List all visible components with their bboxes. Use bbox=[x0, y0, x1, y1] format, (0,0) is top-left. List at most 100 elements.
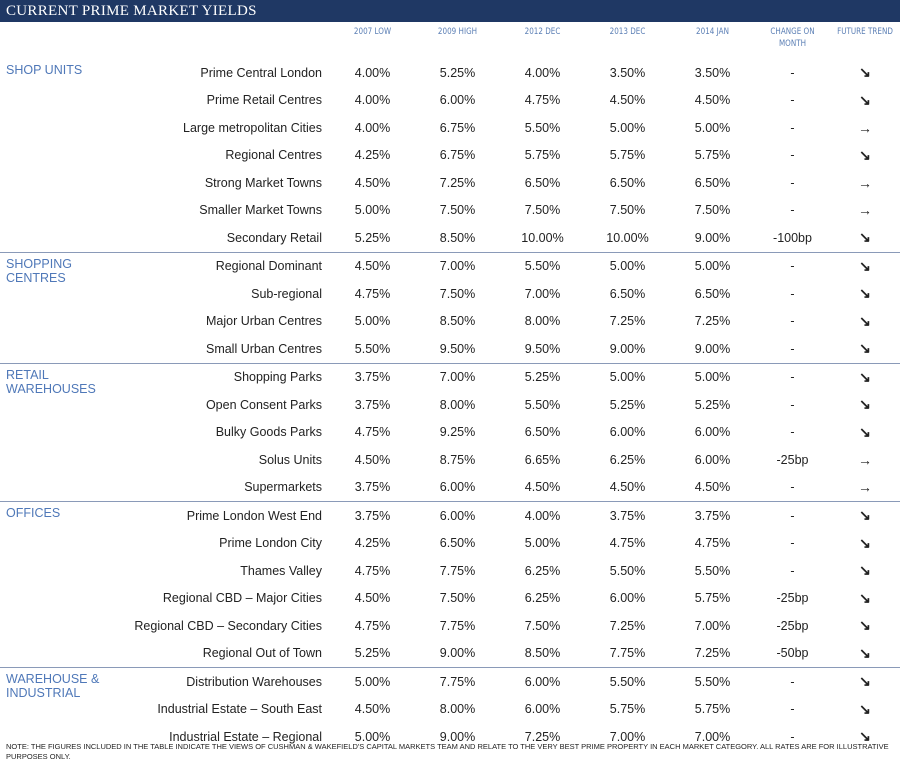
yield: 5.25% bbox=[354, 646, 391, 661]
trend: ↘ bbox=[859, 312, 871, 329]
change: -25bp bbox=[776, 452, 809, 467]
yield: 8.00% bbox=[439, 702, 476, 717]
trend: → bbox=[858, 202, 872, 219]
yield: 5.25% bbox=[694, 397, 731, 412]
yield: 5.50% bbox=[670, 667, 755, 696]
yield: 6.00% bbox=[439, 93, 476, 108]
trend: ↘ bbox=[859, 285, 871, 302]
yield: 4.50% bbox=[330, 251, 415, 280]
yield: 3.75% bbox=[354, 480, 391, 495]
table-row: Supermarkets 3.75% 6.00% 4.50% 4.50% 4.50% - → bbox=[0, 474, 900, 502]
yield: 6.75% bbox=[439, 148, 476, 163]
change: - bbox=[790, 286, 795, 301]
trend: ↘ bbox=[859, 534, 871, 551]
table-row: Thames Valley 4.75% 7.75% 6.25% 5.50% 5.50% - ↘ bbox=[0, 557, 900, 585]
row-label: Distribution Warehouses bbox=[130, 667, 330, 696]
yield: 7.50% bbox=[694, 203, 731, 218]
column-header: 2007 LOW bbox=[353, 27, 392, 37]
yield: 4.50% bbox=[694, 93, 731, 108]
yield: 3.50% bbox=[694, 65, 731, 80]
change: -50bp bbox=[776, 646, 809, 661]
change: - bbox=[790, 314, 795, 329]
yield: 3.75% bbox=[330, 501, 415, 530]
row-label: Sub-regional bbox=[251, 286, 322, 301]
yield: 7.75% bbox=[439, 563, 476, 578]
yield: 6.00% bbox=[500, 667, 585, 696]
change: -25bp bbox=[776, 618, 809, 633]
yield: 9.00% bbox=[439, 729, 476, 744]
yield: 7.50% bbox=[524, 203, 561, 218]
trend: ↘ bbox=[830, 251, 900, 280]
yield: 5.75% bbox=[694, 702, 731, 717]
blank-header bbox=[150, 22, 310, 59]
table-row: Secondary Retail 5.25% 8.50% 10.00% 10.00% 9.… bbox=[0, 224, 900, 252]
yield: 5.50% bbox=[609, 563, 646, 578]
yield: 4.50% bbox=[694, 480, 731, 495]
row-label: Regional Out of Town bbox=[202, 646, 322, 661]
trend: → bbox=[858, 174, 872, 191]
trend: ↘ bbox=[830, 667, 900, 696]
table-row: Small Urban Centres 5.50% 9.50% 9.50% 9.00% 9… bbox=[0, 335, 900, 363]
trend: ↘ bbox=[859, 340, 871, 357]
trend: ↘ bbox=[830, 501, 900, 530]
yield: 9.00% bbox=[609, 341, 646, 356]
trend: ↘ bbox=[830, 362, 900, 391]
row-label: Open Consent Parks bbox=[205, 397, 322, 412]
yield: 6.50% bbox=[439, 536, 476, 551]
yield: 4.75% bbox=[354, 563, 391, 578]
yield: 7.00% bbox=[609, 729, 646, 744]
table-row: Regional CBD – Secondary Cities 4.75% 7.75… bbox=[0, 612, 900, 640]
column-header: 2009 HIGH bbox=[437, 27, 478, 37]
change: - bbox=[755, 501, 830, 530]
yield: 8.50% bbox=[524, 646, 561, 661]
table-row: Major Urban Centres 5.00% 8.50% 8.00% 7.25% 7… bbox=[0, 308, 900, 336]
yield: 3.75% bbox=[330, 362, 415, 391]
trend: ↘ bbox=[859, 64, 871, 81]
trend: ↘ bbox=[859, 146, 871, 163]
section-label: SHOP UNITS bbox=[6, 63, 83, 77]
trend: ↘ bbox=[859, 617, 871, 634]
yield: 7.00% bbox=[694, 729, 731, 744]
trend: → bbox=[858, 479, 872, 496]
yield: 6.00% bbox=[524, 702, 561, 717]
yield: 4.50% bbox=[609, 93, 646, 108]
yield: 5.25% bbox=[439, 65, 476, 80]
table-row: Solus Units 4.50% 8.75% 6.65% 6.25% 6.00% -25b… bbox=[0, 446, 900, 474]
change: -100bp bbox=[773, 230, 812, 245]
trend: ↘ bbox=[859, 644, 871, 661]
yield: 7.00% bbox=[415, 251, 500, 280]
yield: 5.00% bbox=[694, 120, 731, 135]
change: - bbox=[790, 536, 795, 551]
yield: 5.00% bbox=[354, 314, 391, 329]
table-row: SHOP UNITS Prime Central London 4.00% 5.25%… bbox=[0, 59, 900, 87]
yield: 6.00% bbox=[694, 425, 731, 440]
yield: 5.50% bbox=[524, 397, 561, 412]
section-label: OFFICES bbox=[0, 501, 130, 668]
yield: 7.50% bbox=[439, 286, 476, 301]
yield: 5.00% bbox=[585, 362, 670, 391]
yield: 7.50% bbox=[439, 591, 476, 606]
yield: 7.25% bbox=[439, 175, 476, 190]
yield: 8.50% bbox=[439, 230, 476, 245]
yield: 6.50% bbox=[694, 286, 731, 301]
change: - bbox=[755, 362, 830, 391]
yield: 7.25% bbox=[609, 618, 646, 633]
yield: 4.50% bbox=[354, 702, 391, 717]
yield: 6.00% bbox=[415, 501, 500, 530]
table-row: Regional CBD – Major Cities 4.50% 7.50% 6.2… bbox=[0, 585, 900, 613]
row-label: Supermarkets bbox=[244, 480, 322, 495]
row-label: Regional CBD – Major Cities bbox=[162, 591, 322, 606]
yield: 6.25% bbox=[524, 591, 561, 606]
trend: ↘ bbox=[859, 589, 871, 606]
column-header: 2012 DEC bbox=[524, 27, 561, 37]
table-row: Large metropolitan Cities 4.00% 6.75% 5.50%… bbox=[0, 114, 900, 142]
yield: 9.00% bbox=[694, 341, 731, 356]
table-row: Bulky Goods Parks 4.75% 9.25% 6.50% 6.00% 6.0… bbox=[0, 419, 900, 447]
yield: 9.50% bbox=[524, 341, 561, 356]
yield: 4.25% bbox=[354, 148, 391, 163]
trend: → bbox=[858, 451, 872, 468]
yield: 5.25% bbox=[609, 397, 646, 412]
table-row: Open Consent Parks 3.75% 8.00% 5.50% 5.25% 5.… bbox=[0, 391, 900, 419]
header-row: 2007 LOW 2009 HIGH 2012 DEC 2013 DEC 2014 JA… bbox=[0, 22, 900, 59]
row-label: Regional Centres bbox=[225, 148, 322, 163]
